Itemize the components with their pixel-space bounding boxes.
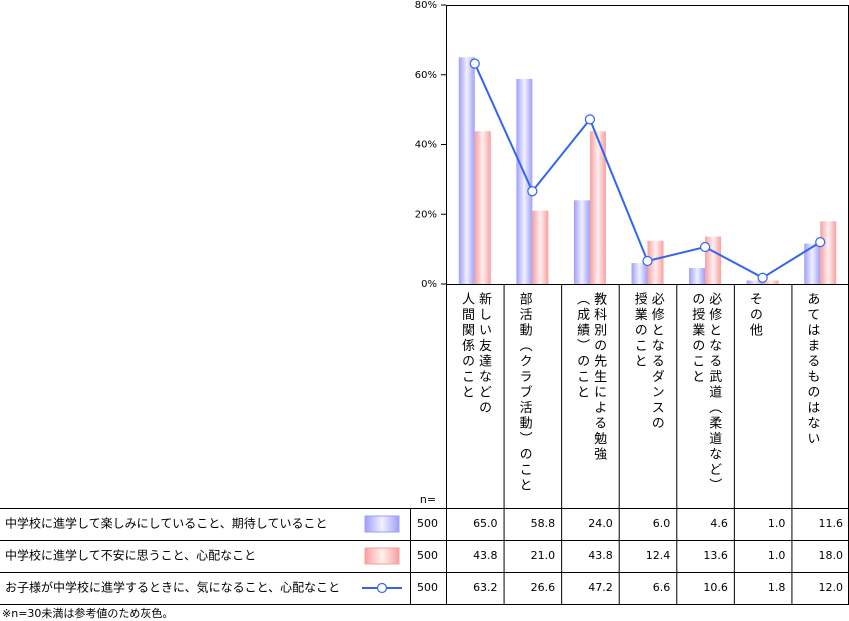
n-header: n= [420, 493, 436, 506]
y-tick-label: 0% [421, 279, 437, 290]
line-marker [757, 272, 768, 283]
table-value: 12.4 [646, 549, 671, 562]
bar [804, 243, 821, 284]
line-marker [699, 241, 711, 253]
n-value: 500 [417, 549, 438, 562]
bar [573, 200, 590, 284]
bar [647, 240, 664, 284]
legend-label: 中学校に進学して楽しみにしていること、期待していること [5, 516, 327, 531]
line-marker [815, 237, 826, 248]
table-value: 6.6 [653, 581, 671, 594]
y-tick-label: 20% [415, 209, 437, 220]
legend-label: お子様が中学校に進学するときに、気になること、心配なこと [5, 580, 340, 595]
legend-swatch [364, 515, 400, 533]
bar [820, 221, 837, 284]
n-value: 500 [417, 581, 438, 594]
category-label: その他 [746, 292, 762, 339]
legend-swatch [364, 547, 400, 565]
table-value: 58.8 [531, 517, 556, 530]
y-tick-label: 80% [415, 0, 437, 11]
bar [762, 280, 779, 284]
line-marker [584, 114, 596, 125]
bar [532, 210, 549, 284]
table-value: 65.0 [473, 517, 498, 530]
bar [474, 131, 491, 284]
table-value: 10.6 [703, 581, 728, 594]
bar [589, 131, 606, 284]
table-value: 1.0 [768, 549, 786, 562]
bar [746, 280, 763, 284]
footnote: ※n=30未満は参考値のため灰色。 [2, 607, 174, 620]
table-value: 18.0 [819, 549, 844, 562]
legend-label: 中学校に進学して不安に思うこと、心配なこと [5, 548, 256, 563]
table-value: 43.8 [473, 549, 498, 562]
bar [516, 78, 533, 284]
table-value: 47.2 [588, 581, 613, 594]
line-marker [469, 58, 480, 69]
bar [458, 57, 475, 284]
category-label: 必修となる武道（柔道など） の授業のこと [689, 292, 722, 494]
y-tick-label: 40% [415, 140, 437, 151]
table-value: 1.8 [768, 581, 786, 594]
table-value: 63.2 [473, 581, 498, 594]
table-value: 26.6 [531, 581, 556, 594]
category-label: あてはまるものはない [804, 292, 820, 447]
table-value: 43.8 [588, 549, 613, 562]
table-value: 4.6 [710, 517, 728, 530]
bar [689, 267, 706, 284]
category-label: 部活動（クラブ活動）のこと [516, 292, 532, 494]
category-label: 新しい友達などの 人間関係のこと [459, 292, 491, 416]
table-value: 1.0 [768, 517, 786, 530]
n-value: 500 [417, 517, 438, 530]
line-marker [527, 186, 538, 197]
table-value: 6.0 [653, 517, 671, 530]
table-value: 21.0 [531, 549, 556, 562]
table-value: 24.0 [588, 517, 613, 530]
table-value: 12.0 [819, 581, 844, 594]
y-tick-label: 60% [415, 70, 437, 81]
table-value: 11.6 [819, 517, 844, 530]
line-marker [642, 255, 653, 267]
category-label: 教科別の先生による勉強 （成績）のこと [574, 292, 607, 463]
legend-marker [376, 582, 388, 594]
category-label: 必修となるダンスの 授業のこと [631, 292, 664, 432]
bar [631, 263, 648, 284]
table-value: 13.6 [703, 549, 728, 562]
